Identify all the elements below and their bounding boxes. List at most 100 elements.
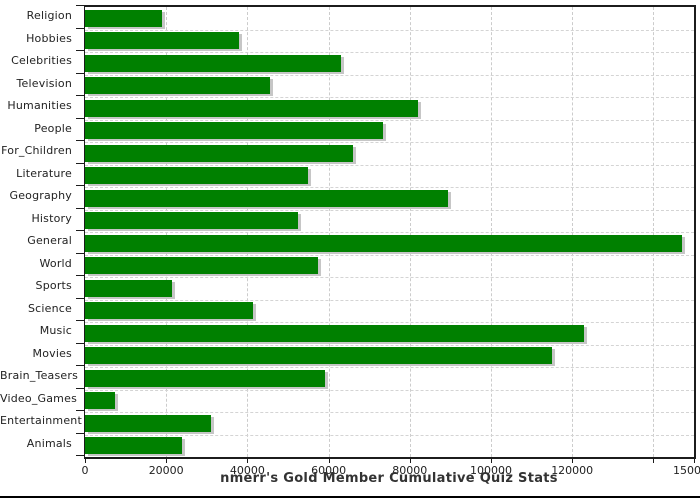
y-axis-tick (76, 5, 84, 6)
x-axis-tick (491, 457, 492, 463)
x-axis-tick (653, 457, 655, 463)
category-label: Celebrities (11, 54, 72, 67)
x-tick-label: 20000 (148, 464, 184, 477)
horizontal-gridline (85, 412, 694, 413)
category-label: Video_Games (0, 391, 77, 405)
bar-brain_teasers (85, 369, 325, 387)
category-label: Animals (26, 436, 72, 450)
bar-video_games (85, 392, 116, 409)
category-label: History (31, 211, 72, 225)
x-axis-tick (694, 457, 695, 463)
category-label: Sports (35, 279, 72, 292)
category-label: World (39, 256, 72, 270)
category-label: For_Children (1, 144, 72, 157)
x-tick-label: 120000 (551, 464, 594, 477)
category-label: Hobbies (26, 31, 72, 45)
category-label: Literature (16, 166, 72, 180)
bar-science (85, 302, 254, 319)
horizontal-gridline (85, 254, 694, 256)
category-label: Movies (32, 346, 72, 360)
horizontal-gridline (85, 209, 694, 211)
bar-geography (85, 189, 449, 207)
x-axis-tick (328, 457, 330, 463)
horizontal-gridline (85, 322, 694, 323)
x-axis-tick (572, 457, 574, 463)
bar-television (85, 77, 270, 94)
bar-music (85, 324, 585, 342)
horizontal-gridline (85, 97, 694, 98)
horizontal-gridline (85, 164, 694, 166)
bar-movies (85, 347, 552, 364)
bar-entertainment (85, 414, 211, 432)
category-label: Television (16, 76, 72, 90)
bar-humanities (85, 99, 418, 117)
bar-hobbies (85, 32, 240, 49)
horizontal-gridline (85, 344, 694, 346)
y-axis-tick (76, 50, 84, 51)
x-tick-label: 80000 (392, 464, 428, 477)
x-tick-label: 100000 (470, 464, 512, 477)
bar-world (85, 257, 319, 274)
category-label: Brain_Teasers (0, 369, 79, 382)
bottom-divider-line (0, 496, 700, 498)
y-axis-tick (76, 95, 84, 96)
bar-religion (85, 9, 163, 27)
bar-general (85, 234, 682, 252)
horizontal-gridline (85, 142, 694, 143)
y-axis-tick (76, 433, 84, 434)
y-axis-tick (76, 275, 84, 276)
bar-sports (85, 279, 173, 297)
horizontal-gridline (85, 277, 694, 278)
x-axis-tick (409, 457, 411, 463)
x-tick-label: 0 (81, 464, 89, 477)
horizontal-gridline (85, 29, 694, 31)
category-label: Entertainment (0, 414, 82, 427)
y-axis-tick (76, 388, 84, 389)
horizontal-gridline (85, 299, 694, 301)
x-tick-label: 150000 (673, 464, 700, 477)
category-label: Religion (26, 9, 72, 22)
x-axis-tick (85, 457, 86, 463)
plot-area (84, 5, 696, 459)
category-label: Science (27, 301, 72, 315)
y-axis-tick (76, 118, 84, 119)
bar-literature (85, 167, 309, 184)
y-axis-tick (76, 298, 84, 299)
y-axis-tick (76, 253, 84, 254)
bar-animals (85, 437, 183, 454)
y-axis-tick (76, 140, 84, 141)
category-label: Music (39, 324, 72, 337)
x-axis-tick (166, 457, 168, 463)
bar-history (85, 212, 299, 229)
horizontal-gridline (85, 187, 694, 188)
horizontal-gridline (85, 389, 694, 391)
horizontal-gridline (85, 367, 694, 368)
y-axis-tick (76, 28, 84, 29)
horizontal-gridline (85, 232, 694, 233)
y-axis-tick (76, 455, 84, 456)
horizontal-gridline (85, 434, 694, 436)
y-axis-tick (76, 163, 84, 164)
category-label: People (34, 121, 72, 135)
bar-for_children (85, 144, 353, 162)
x-axis-tick (247, 457, 249, 463)
y-axis-tick (76, 320, 84, 321)
y-axis-tick (76, 343, 84, 344)
y-axis-tick (76, 410, 84, 411)
bar-people (85, 122, 384, 139)
y-axis-tick (76, 208, 84, 209)
y-axis-tick (76, 73, 84, 74)
horizontal-gridline (85, 74, 694, 76)
chart-title: nmerr's Gold Member Cumulative Quiz Stat… (220, 471, 558, 486)
category-label: Humanities (7, 99, 72, 112)
horizontal-gridline (85, 52, 694, 53)
category-label: General (27, 234, 72, 247)
bar-celebrities (85, 54, 341, 72)
category-label: Geography (9, 189, 72, 202)
y-axis-tick (76, 230, 84, 231)
y-axis-tick (76, 365, 84, 366)
x-tick-label: 40000 (229, 464, 265, 477)
x-tick-label: 60000 (311, 464, 347, 477)
y-axis-tick (76, 185, 84, 186)
